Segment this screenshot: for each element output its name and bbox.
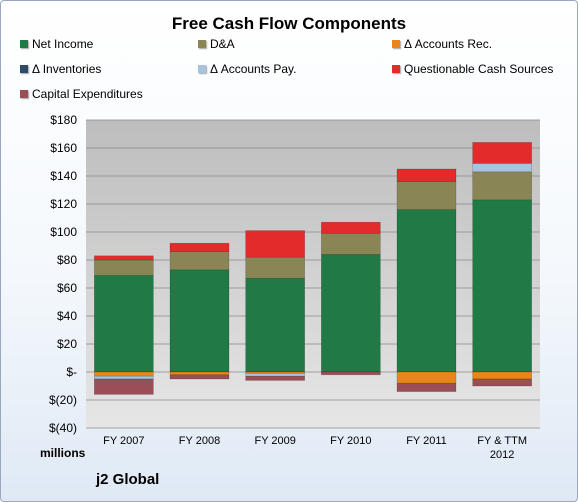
bar-delta-accounts-pay <box>94 375 154 380</box>
bar-net-income <box>396 209 457 373</box>
legend: Net Income D&A Δ Accounts Rec. Δ Inventorie… <box>0 0 578 110</box>
legend-item-delta-accounts-rec: Δ Accounts Rec. <box>392 37 492 51</box>
bar-delta-accounts-rec <box>472 371 532 380</box>
legend-item-delta-accounts-pay: Δ Accounts Pay. <box>198 62 297 76</box>
bar-delta-accounts-pay <box>245 373 305 377</box>
bar-capital-expenditures <box>472 378 532 387</box>
company-name: j2 Global <box>96 471 160 488</box>
bar-net-income <box>472 199 532 373</box>
bar-delta-accounts-rec <box>396 371 457 384</box>
legend-label: Δ Accounts Pay. <box>210 62 297 76</box>
bar-net-income <box>245 277 305 373</box>
y-tick-label: $160 <box>50 141 77 155</box>
bar-danda <box>169 251 230 271</box>
bar-net-income <box>94 275 154 373</box>
bar-capital-expenditures <box>245 375 305 381</box>
y-tick-label: $(20) <box>49 393 77 407</box>
chart-title: Free Cash Flow Components <box>171 14 407 33</box>
x-tick-label: FY 2008 <box>179 435 220 447</box>
legend-item-delta-inventories: Δ Inventories <box>20 62 101 76</box>
x-tick-label: FY 2010 <box>330 435 371 447</box>
y-tick-label: $40 <box>57 309 77 323</box>
bar-questionable-cash-sources <box>472 142 532 164</box>
bar-net-income <box>169 269 230 373</box>
legend-swatch <box>198 40 206 48</box>
bar-questionable-cash-sources <box>396 168 457 182</box>
bar-delta-accounts-rec <box>94 371 154 377</box>
y-tick-label: $60 <box>57 281 77 295</box>
bar-delta-accounts-rec <box>169 371 230 376</box>
bar-danda <box>94 259 154 276</box>
legend-item-questionable-cash-sources: Questionable Cash Sources <box>392 62 553 76</box>
bar-questionable-cash-sources <box>94 255 154 261</box>
y-tick-label: $100 <box>50 225 77 239</box>
bar-delta-accounts-pay <box>472 163 532 173</box>
legend-label: Questionable Cash Sources <box>404 62 554 76</box>
legend-swatch <box>198 65 206 73</box>
bar-capital-expenditures <box>396 382 457 392</box>
plot-area <box>86 120 540 428</box>
y-tick-label: $80 <box>57 253 77 267</box>
bar-capital-expenditures <box>169 374 230 380</box>
bar-danda <box>472 171 532 201</box>
y-tick-label: $- <box>66 365 77 379</box>
bar-questionable-cash-sources <box>321 221 381 234</box>
bar-danda <box>396 181 457 210</box>
y-tick-label: $120 <box>50 197 77 211</box>
y-tick-label: $20 <box>57 337 77 351</box>
bar-questionable-cash-sources <box>245 230 305 258</box>
x-tick-label: FY & TTM <box>477 435 527 447</box>
legend-item-net-income: Net Income <box>20 37 93 51</box>
legend-item-capital-expenditures: Capital Expenditures <box>20 87 143 101</box>
legend-label: Δ Inventories <box>32 62 102 76</box>
bar-danda <box>245 256 305 279</box>
y-tick-label: $180 <box>50 113 77 127</box>
units-label: millions <box>40 446 86 460</box>
y-tick-label: $(40) <box>49 421 77 435</box>
bar-capital-expenditures <box>94 378 154 395</box>
legend-swatch <box>20 90 28 98</box>
bar-capital-expenditures <box>321 371 381 376</box>
legend-label: Δ Accounts Rec. <box>404 37 493 51</box>
legend-label: Net Income <box>32 37 94 51</box>
legend-swatch <box>392 65 400 73</box>
y-tick-label: $140 <box>50 169 77 183</box>
x-tick-label: FY 2009 <box>254 435 295 447</box>
bar-net-income <box>321 254 381 373</box>
x-tick-label: FY 2007 <box>103 435 144 447</box>
legend-label: Capital Expenditures <box>32 87 143 101</box>
bar-danda <box>321 233 381 255</box>
legend-label: D&A <box>210 37 235 51</box>
x-tick-label: FY 2011 <box>406 435 447 447</box>
legend-swatch <box>20 40 28 48</box>
legend-swatch <box>392 40 400 48</box>
x-tick-label: 2012 <box>490 449 514 461</box>
bar-questionable-cash-sources <box>169 242 230 252</box>
legend-swatch <box>20 65 28 73</box>
legend-item-danda: D&A <box>198 37 235 51</box>
